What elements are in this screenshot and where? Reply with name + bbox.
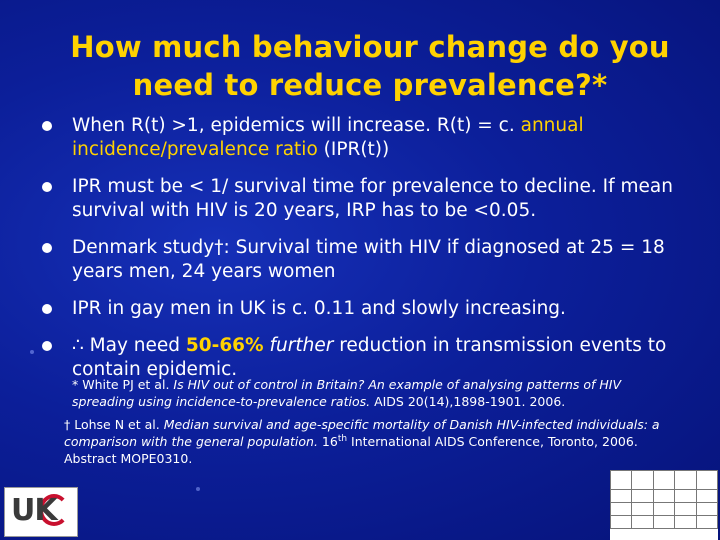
title-line-1: How much behaviour change do you <box>70 30 670 64</box>
title-line-2: need to reduce prevalence?* <box>132 68 608 102</box>
emphasis-text: further <box>269 335 334 356</box>
thumbnail-table-image <box>610 470 718 540</box>
reference-1: * White PJ et al. Is HIV out of control … <box>72 377 622 409</box>
decorative-sparkle <box>30 350 34 354</box>
bullet-item: IPR in gay men in UK is c. 0.11 and slow… <box>38 297 688 321</box>
bullet-item: ∴ May need 50-66% further reduction in t… <box>38 334 688 382</box>
logo-ring-icon <box>39 494 69 526</box>
highlight-text: annual incidence/prevalence ratio <box>72 115 584 160</box>
bullet-dot-icon <box>42 304 52 314</box>
bullet-item: When R(t) >1, epidemics will increase. R… <box>38 114 688 162</box>
bullet-dot-icon <box>42 243 52 253</box>
ukc-logo: UK <box>4 487 78 537</box>
logo-text: UK <box>11 493 58 528</box>
highlight-percent: 50-66% <box>185 335 264 356</box>
bullet-dot-icon <box>42 341 52 351</box>
bullet-list: When R(t) >1, epidemics will increase. R… <box>38 114 688 395</box>
references: * White PJ et al. Is HIV out of control … <box>64 376 672 473</box>
decorative-sparkle <box>196 487 200 491</box>
slide-title: How much behaviour change do you need to… <box>40 28 700 104</box>
bullet-dot-icon <box>42 121 52 131</box>
bullet-dot-icon <box>42 182 52 192</box>
bullet-item: Denmark study†: Survival time with HIV i… <box>38 236 688 284</box>
reference-2: † Lohse N et al. Median survival and age… <box>64 417 660 466</box>
bullet-item: IPR must be < 1/ survival time for preva… <box>38 175 688 223</box>
